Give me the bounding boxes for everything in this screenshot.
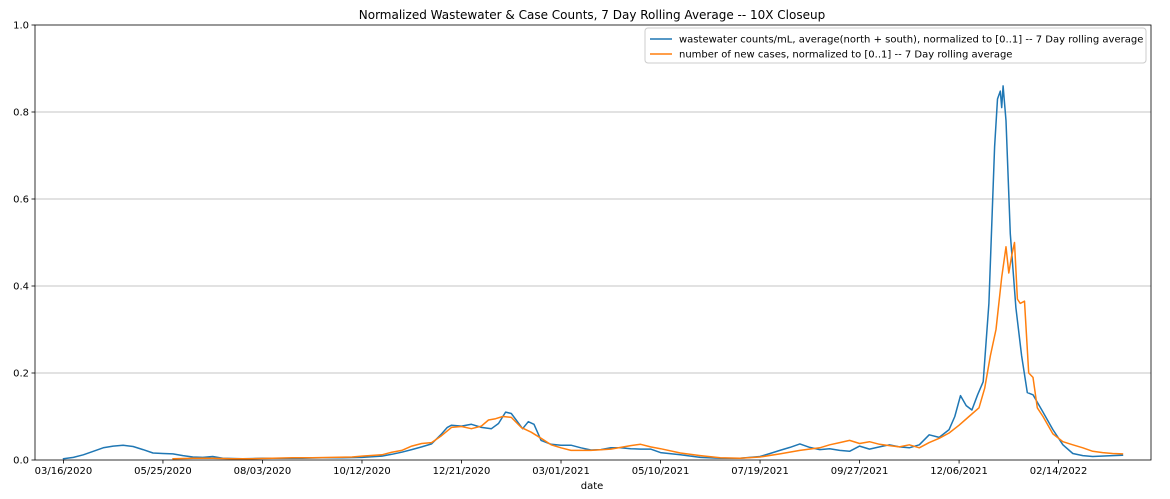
x-axis-label: date	[581, 481, 604, 492]
x-tick-label: 05/25/2020	[134, 466, 192, 477]
x-tick-label: 03/01/2021	[532, 466, 590, 477]
gridlines	[35, 111, 1151, 374]
series-line-new-cases	[172, 241, 1124, 460]
x-tick-label: 12/06/2021	[930, 466, 988, 477]
y-tick-label: 0.8	[13, 108, 29, 119]
legend: wastewater counts/mL, average(north + so…	[644, 27, 1147, 64]
x-tick-label: 05/10/2021	[632, 466, 690, 477]
x-tick-label: 12/21/2020	[433, 466, 491, 477]
x-tick-label: 07/19/2021	[731, 466, 789, 477]
y-tick-label: 1.0	[13, 21, 29, 32]
y-tick-label: 0.4	[13, 282, 29, 293]
chart-title: Normalized Wastewater & Case Counts, 7 D…	[359, 8, 825, 22]
x-axis-ticks: 03/16/2020 05/25/2020 08/03/2020 10/12/2020…	[35, 460, 1088, 477]
series-lines	[62, 85, 1124, 460]
x-tick-label: 09/27/2021	[831, 466, 889, 477]
x-tick-label: 08/03/2020	[234, 466, 292, 477]
axes	[34, 24, 1152, 461]
plot-frame	[34, 24, 1152, 461]
y-tick-label: 0.2	[13, 369, 29, 380]
y-axis-ticks: 0.0 0.2 0.4 0.6 0.8 1.0	[13, 21, 35, 467]
y-tick-label: 0.0	[13, 456, 29, 467]
x-tick-label: 10/12/2020	[333, 466, 391, 477]
x-tick-label: 02/14/2022	[1030, 466, 1088, 477]
legend-label-wastewater: wastewater counts/mL, average(north + so…	[679, 35, 1143, 46]
x-tick-label: 03/16/2020	[35, 466, 93, 477]
y-tick-label: 0.6	[13, 195, 29, 206]
legend-label-new-cases: number of new cases, normalized to [0..1…	[679, 50, 1012, 61]
legend-box	[644, 27, 1147, 64]
